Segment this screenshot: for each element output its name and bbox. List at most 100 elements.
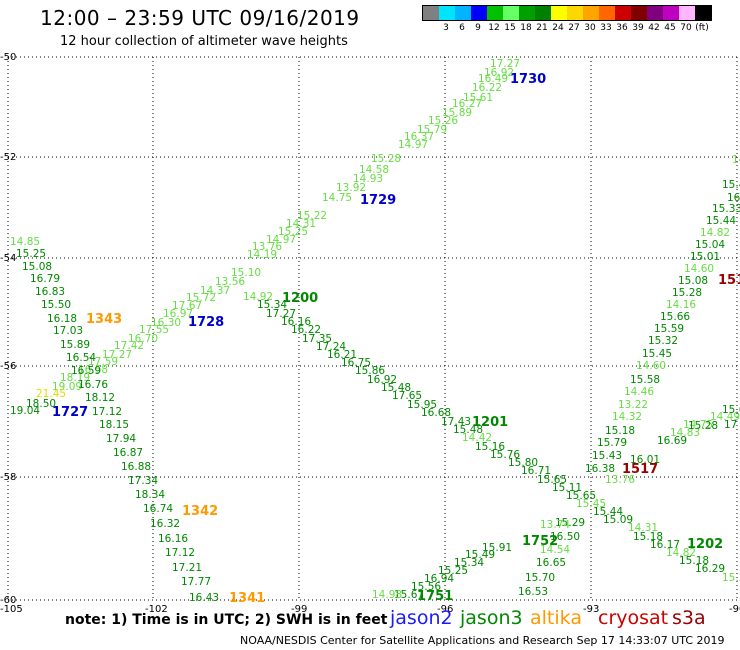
axis-labels: -105 -102 -99 -96 -93 -90 -50 -52 -54 -56 -58 -60 <box>0 52 740 615</box>
scale-label: 27 <box>568 23 580 33</box>
x-tick-label: -102 <box>145 604 168 615</box>
pass-time-label: 1341 <box>229 591 265 606</box>
wave-height-value: 16.75 <box>341 357 371 369</box>
wave-height-value: 14.42 <box>462 432 492 444</box>
wave-height-value: 14.93 <box>353 173 383 185</box>
scale-label: 39 <box>632 23 644 33</box>
wave-height-value: 17.94 <box>106 433 136 445</box>
wave-height-value: 14.75 <box>683 419 713 431</box>
scale-swatch <box>423 6 439 20</box>
x-tick-label: -105 <box>0 604 23 615</box>
wave-height-value: 14.58 <box>359 164 389 176</box>
wave-height-value: 17.65 <box>392 390 422 402</box>
wave-height-value: 18.12 <box>85 392 115 404</box>
wave-height-value: 15.79 <box>597 437 627 449</box>
wave-height-value: 13.22 <box>618 399 648 411</box>
scale-label: 36 <box>616 23 628 33</box>
wave-height-value: 15.59 <box>654 323 684 335</box>
scale-swatch <box>663 6 679 20</box>
wave-height-value: 19.04 <box>10 405 40 417</box>
wave-height-value: 15.28 <box>688 420 718 432</box>
wave-height-value: 15.25 <box>16 248 46 260</box>
wave-height-value: 16.49 <box>478 73 508 85</box>
wave-height-value: 15.16 <box>475 441 505 453</box>
wave-height-value: 15.34 <box>257 299 287 311</box>
wave-height-value: 15.01 <box>690 251 720 263</box>
scale-label: 42 <box>648 23 660 33</box>
wave-height-value: 17.42 <box>114 340 144 352</box>
wave-height-value: 16.68 <box>421 407 451 419</box>
wave-height-value: 14.49 <box>710 411 740 423</box>
wave-height-value: 14.75 <box>322 192 352 204</box>
x-tick-label: -93 <box>583 604 599 615</box>
wave-height-value: 17.21 <box>172 562 202 574</box>
wave-height-value: 14.82 <box>666 547 696 559</box>
pass-time-label: 1729 <box>360 193 396 208</box>
scale-label: 21 <box>536 23 548 33</box>
wave-height-value: 16.70 <box>128 333 158 345</box>
y-tick-label: -56 <box>0 361 16 372</box>
wave-height-value: 13.74 <box>540 519 570 531</box>
wave-height-value: 16.94 <box>424 573 454 585</box>
wave-height-value: 15.49 <box>465 549 495 561</box>
wave-height-value: 15.10 <box>231 267 261 279</box>
wave-height-value: 18.19 <box>60 372 90 384</box>
wave-height-value: 18.15 <box>99 419 129 431</box>
wave-height-points: 17.2716.9216.4916.2215.6116.2715.8915.26… <box>10 58 740 604</box>
wave-height-value: 15.11 <box>552 482 582 494</box>
pass-time-label: 1751 <box>417 589 453 604</box>
wave-height-value: 15.34 <box>454 557 484 569</box>
pass-time-label: 1728 <box>188 315 224 330</box>
wave-height-value: 16.79 <box>30 273 60 285</box>
wave-height-value: 13.76 <box>252 241 282 253</box>
wave-height-value: 16.97 <box>163 308 193 320</box>
wave-height-value: 17.27 <box>102 349 132 361</box>
wave-height-value: 15.48 <box>381 382 411 394</box>
wave-height-value: 14.37 <box>200 285 230 297</box>
footer-note: note: 1) Time is in UTC; 2) SWH is in fe… <box>65 612 388 628</box>
wave-height-value: 15.44 <box>593 506 623 518</box>
scale-label: 3 <box>443 23 449 33</box>
wave-height-value: 14.97 <box>398 139 428 151</box>
wave-height-value: 16.59 <box>71 365 101 377</box>
scale-swatch <box>615 6 631 20</box>
wave-height-value: 15.43 <box>592 450 622 462</box>
wave-height-value: 17.35 <box>302 333 332 345</box>
wave-height-value: 15.18 <box>679 555 709 567</box>
wave-height-value: 15.32 <box>648 335 678 347</box>
wave-height-value: 15.33 <box>712 203 740 215</box>
color-scale-swatches <box>422 5 712 21</box>
wave-height-value: 14.82 <box>700 227 730 239</box>
wave-height-value: 15.72 <box>186 292 216 304</box>
pass-time-label: 1202 <box>687 537 723 552</box>
wave-height-value: 15.58 <box>630 374 660 386</box>
map-title: 12:00 – 23:59 UTC 09/16/2019 <box>40 6 360 30</box>
scale-label: 33 <box>600 23 612 33</box>
wave-height-value: 15.67 <box>394 589 424 601</box>
scale-swatch <box>487 6 503 20</box>
scale-swatch <box>679 6 695 20</box>
wave-height-value: 15.89 <box>60 339 90 351</box>
wave-height-value: 14.54 <box>540 544 570 556</box>
wave-height-value: 15.44 <box>706 215 736 227</box>
color-scale-labels: 3 6 9 12 15 18 21 24 27 30 33 36 39 42 45 70 (ft) <box>422 23 712 33</box>
wave-height-value: 14.19 <box>247 249 277 261</box>
map-subtitle: 12 hour collection of altimeter wave hei… <box>60 34 348 49</box>
wave-height-value: 14.31 <box>286 218 316 230</box>
wave-height-value: 16.16 <box>158 533 188 545</box>
credit-line: NOAA/NESDIS Center for Satellite Applica… <box>240 634 725 647</box>
wave-height-value: 16.58 <box>78 364 108 376</box>
wave-height-value: 17.77 <box>181 576 211 588</box>
wave-height-value: 16.18 <box>47 313 77 325</box>
scale-swatch <box>471 6 487 20</box>
scale-label: 70 <box>680 23 692 33</box>
pass-time-label: 1201 <box>472 415 508 430</box>
wave-height-value: 15.26 <box>428 115 458 127</box>
wave-height-value: 16.29 <box>695 563 725 575</box>
wave-height-value: 14.60 <box>636 360 666 372</box>
wave-height-value: 15.65 <box>537 474 567 486</box>
wave-height-value: 14.3 <box>732 154 740 166</box>
wave-height-value: 15.08 <box>678 275 708 287</box>
wave-height-value: 17.67 <box>172 300 202 312</box>
